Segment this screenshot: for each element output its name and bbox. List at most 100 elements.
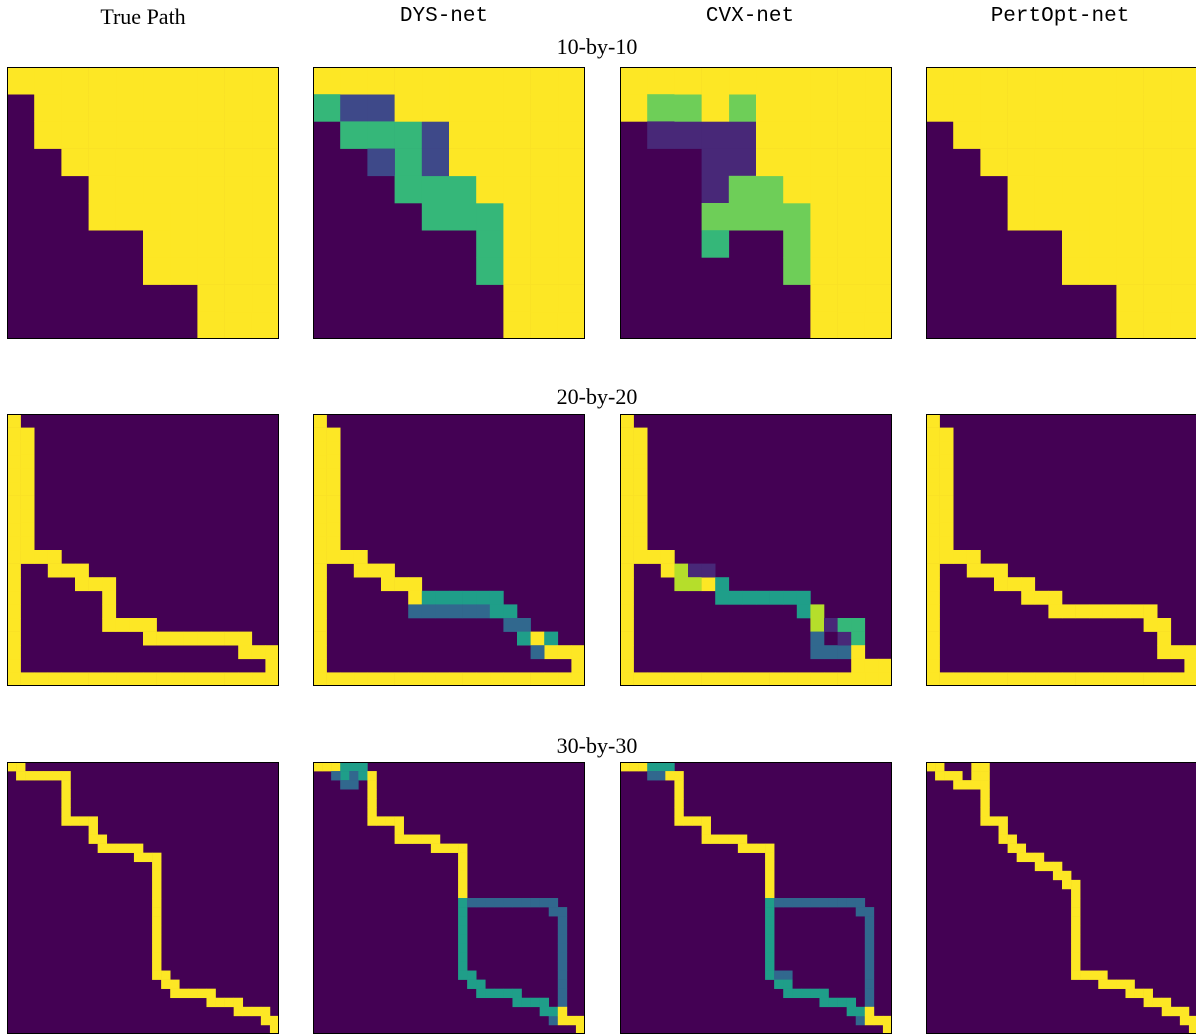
heatmap-20-by-20-True Path <box>7 414 279 686</box>
heatmap-cell <box>88 121 117 149</box>
heatmap-cell <box>251 257 279 285</box>
heatmap-cell <box>980 67 1008 95</box>
heatmap-cell <box>1089 203 1117 231</box>
heatmap-cell <box>855 907 866 917</box>
heatmap-cell <box>837 645 852 660</box>
heatmap-cell <box>340 550 355 564</box>
heatmap-cell <box>1116 672 1131 686</box>
heatmap-cell <box>828 898 838 908</box>
heatmap-cell <box>494 988 504 999</box>
heatmap-cell <box>719 834 730 844</box>
heatmap-cell <box>1034 672 1049 686</box>
heatmap-10-by-10-CVX-net <box>620 67 892 339</box>
heatmap-cell <box>408 577 423 592</box>
heatmap-cell <box>692 816 702 826</box>
heatmap-cell <box>620 67 648 95</box>
heatmap-cell <box>211 631 225 646</box>
heatmap-cell <box>971 762 981 772</box>
heatmap-cell <box>1098 979 1108 989</box>
heatmap-cell <box>674 577 689 592</box>
heatmap-cell <box>557 284 585 313</box>
heatmap-cell <box>197 121 225 149</box>
heatmap-cell <box>801 988 811 999</box>
heatmap-cell <box>1052 870 1063 881</box>
heatmap-cell <box>1184 645 1196 660</box>
heatmap-cell <box>34 121 62 149</box>
heatmap-cell <box>224 230 253 258</box>
heatmap-cell <box>926 495 940 510</box>
heatmap-cell <box>476 94 504 122</box>
heatmap-cell <box>1071 888 1081 899</box>
heatmap-cell <box>1179 1015 1190 1026</box>
heatmap-cell <box>313 762 323 772</box>
heatmap-cell <box>503 672 518 686</box>
heatmap-cell <box>1007 834 1017 844</box>
heatmap-cell <box>819 988 829 999</box>
heatmap-cell <box>206 997 216 1008</box>
heatmap-cell <box>1107 979 1117 989</box>
heatmap-cell <box>7 536 21 551</box>
heatmap-cell <box>980 563 995 578</box>
heatmap-cell <box>783 257 811 285</box>
heatmap-cell <box>851 645 866 660</box>
heatmap-cell <box>1170 121 1196 149</box>
heatmap-cell <box>926 645 940 660</box>
heatmap-cell <box>819 898 829 908</box>
heatmap-cell <box>633 672 648 686</box>
heatmap-cell <box>224 175 253 204</box>
heatmap-cell <box>647 762 657 772</box>
heatmap-cell <box>1007 203 1036 231</box>
heatmap-cell <box>765 961 775 971</box>
heatmap-cell <box>313 645 327 660</box>
heatmap-cell <box>421 672 436 686</box>
heatmap-cell <box>873 1015 884 1026</box>
heatmap-cell <box>188 988 198 999</box>
heatmap-cell <box>7 509 21 524</box>
heatmap-cell <box>47 550 62 564</box>
heatmap-cell <box>517 631 531 646</box>
heatmap-cell <box>251 311 279 339</box>
heatmap-cell <box>1071 952 1081 962</box>
heatmap-cell <box>152 961 162 971</box>
heatmap-cell <box>530 257 559 285</box>
heatmap-cell <box>855 1015 866 1026</box>
heatmap-cell <box>367 67 395 95</box>
heatmap-cell <box>674 780 684 790</box>
heatmap-30-by-30-CVX-net <box>620 762 892 1034</box>
heatmap-cell <box>980 121 1008 149</box>
heatmap-cell <box>1157 672 1172 686</box>
heatmap-cell <box>926 604 940 619</box>
heatmap-cell <box>530 284 559 313</box>
heatmap-cell <box>1102 672 1117 686</box>
heatmap-cell <box>882 1024 892 1034</box>
heatmap-cell <box>557 988 568 999</box>
heatmap-cell <box>1188 1015 1196 1026</box>
heatmap-cell <box>837 672 852 686</box>
heatmap-cell <box>517 672 531 686</box>
heatmap-cell <box>926 94 954 122</box>
heatmap-cell <box>1116 230 1144 258</box>
heatmap-cell <box>421 67 450 95</box>
heatmap-cell <box>939 495 954 510</box>
heatmap-cell <box>206 988 216 999</box>
heatmap-cell <box>449 672 463 686</box>
heatmap-cell <box>34 771 44 781</box>
heatmap-cell <box>467 979 477 989</box>
heatmap-cell <box>61 148 89 177</box>
heatmap-cell <box>688 563 702 578</box>
heatmap-cell <box>251 175 279 204</box>
heatmap-cell <box>1034 590 1049 605</box>
heatmap-cell <box>810 898 820 908</box>
heatmap-cell <box>633 522 648 537</box>
heatmap-cell <box>20 672 35 686</box>
heatmap-cell <box>97 834 108 844</box>
heatmap-cell <box>476 257 504 285</box>
heatmap-cell <box>737 843 748 853</box>
heatmap-cell <box>458 852 468 863</box>
heatmap-cell <box>926 550 940 564</box>
heatmap-cell <box>674 798 684 808</box>
panel-border <box>7 414 279 686</box>
heatmap-cell <box>152 934 162 944</box>
heatmap-cell <box>381 672 395 686</box>
heatmap-cell <box>837 67 866 95</box>
